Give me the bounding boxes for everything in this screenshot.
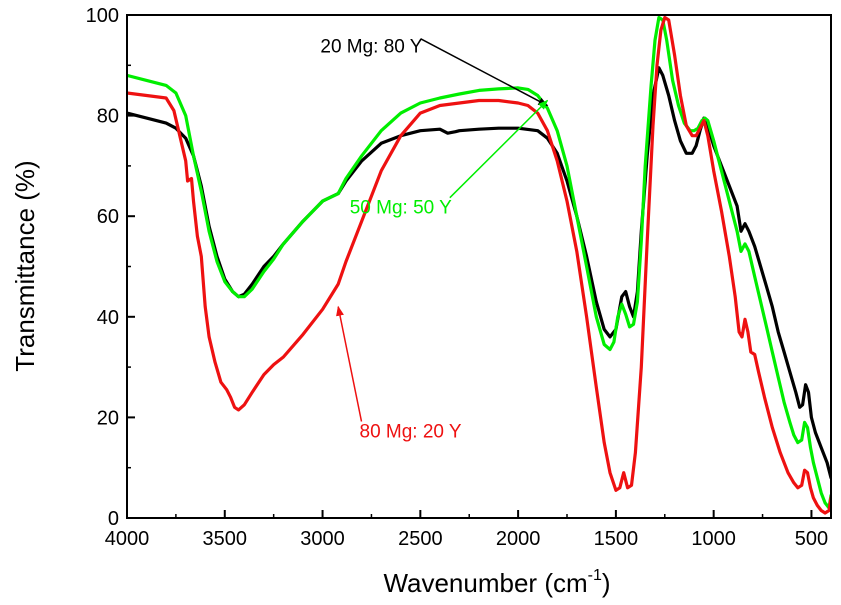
y-axis-ticks: 0 20 40 60 80 100: [86, 5, 135, 530]
x-axis-title-suffix: ): [602, 568, 611, 598]
annotation-label-50-mg-50-y: 50 Mg: 50 Y: [350, 198, 452, 219]
series-line-20-mg-80-y: [127, 66, 831, 480]
annotation-layer: 20 Mg: 80 Y 50 Mg: 50 Y 80 Mg: 20 Y: [320, 37, 549, 443]
y-axis-title: Transmittance (%): [10, 160, 40, 371]
x-axis-title-sup: -1: [588, 567, 602, 584]
x-tick-label: 2500: [398, 528, 443, 550]
annotation-arrow-50-mg-50-y: [449, 99, 549, 199]
x-tick-label: 3000: [300, 528, 345, 550]
annotation-arrow-80-mg-20-y: [336, 305, 363, 422]
annotation-label-80-mg-20-y: 80 Mg: 20 Y: [360, 422, 462, 443]
x-tick-label: 1000: [691, 528, 736, 550]
x-axis-title-main: Wavenumber (cm: [383, 568, 587, 598]
x-tick-label: 3500: [203, 528, 248, 550]
annotation-arrow-20-mg-80-y: [420, 38, 549, 107]
annotation-label-20-mg-80-y: 20 Mg: 80 Y: [320, 37, 422, 58]
x-tick-label: 500: [795, 528, 828, 550]
series-layer: [127, 15, 831, 515]
y-tick-label: 100: [86, 5, 119, 27]
series-line-80-mg-20-y: [127, 15, 831, 515]
x-axis-ticks: 4000 3500 3000 2500 2000 1500 1000 500: [105, 510, 828, 550]
y-tick-label: 40: [97, 307, 119, 329]
y-tick-label: 60: [97, 206, 119, 228]
series-line-50-mg-50-y: [127, 15, 831, 510]
y-tick-label: 80: [97, 106, 119, 128]
x-tick-label: 4000: [105, 528, 150, 550]
x-axis-title: Wavenumber (cm-1): [383, 567, 610, 598]
x-tick-label: 2000: [496, 528, 541, 550]
x-tick-label: 1500: [594, 528, 639, 550]
y-tick-label: 20: [97, 407, 119, 429]
y-tick-label: 0: [108, 508, 119, 530]
